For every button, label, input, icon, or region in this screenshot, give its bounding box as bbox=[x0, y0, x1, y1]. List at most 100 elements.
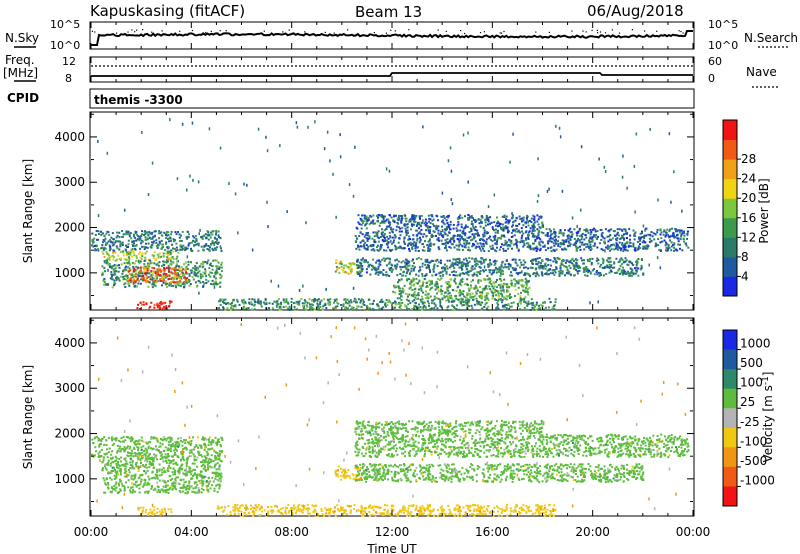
noise-cell bbox=[128, 260, 130, 264]
scatter-cell bbox=[372, 302, 374, 305]
scatter-cell bbox=[548, 240, 551, 242]
scatter-cell bbox=[513, 278, 516, 281]
scatter-cell bbox=[544, 306, 547, 309]
scatter-cell bbox=[460, 235, 463, 238]
scatter-cell bbox=[372, 299, 375, 302]
scatter-cell bbox=[520, 227, 523, 230]
scatter-cell bbox=[599, 242, 601, 245]
scatter-cell bbox=[676, 229, 679, 232]
scatter-cell bbox=[118, 439, 120, 442]
scatter-cell bbox=[143, 245, 146, 248]
scatter-cell bbox=[419, 225, 422, 228]
scatter-cell bbox=[490, 221, 493, 224]
scatter-cell bbox=[394, 244, 397, 247]
scatter-cell bbox=[100, 443, 102, 446]
scatter-cell bbox=[142, 301, 145, 303]
scatter-cell bbox=[551, 237, 554, 240]
scatter-cell bbox=[600, 229, 603, 231]
nsearch-point bbox=[582, 30, 584, 32]
scatter-cell bbox=[164, 446, 167, 449]
noise-cell bbox=[97, 139, 99, 143]
scatter-cell bbox=[375, 269, 378, 272]
scatter-cell bbox=[107, 263, 110, 266]
scatter-cell bbox=[306, 306, 309, 308]
scatter-cell bbox=[531, 247, 534, 250]
scatter-cell bbox=[457, 234, 459, 237]
scatter-cell bbox=[558, 258, 561, 261]
scatter-cell bbox=[271, 302, 274, 305]
scatter-cell bbox=[144, 230, 146, 233]
scatter-cell bbox=[350, 270, 353, 273]
scatter-cell bbox=[497, 298, 500, 301]
scatter-cell bbox=[219, 304, 222, 306]
scatter-cell bbox=[537, 261, 540, 263]
scatter-cell bbox=[608, 229, 611, 232]
scatter-cell bbox=[544, 272, 547, 275]
scatter-cell bbox=[131, 449, 133, 452]
scatter-cell bbox=[215, 231, 218, 234]
nsearch-point bbox=[225, 30, 227, 32]
scatter-cell bbox=[219, 273, 222, 276]
scatter-cell bbox=[178, 281, 181, 284]
scatter-cell bbox=[461, 237, 464, 240]
scatter-cell bbox=[570, 235, 573, 238]
scatter-cell bbox=[186, 267, 189, 270]
scatter-cell bbox=[628, 241, 631, 244]
scatter-cell bbox=[218, 450, 221, 453]
scatter-cell bbox=[596, 246, 599, 249]
noise-cell bbox=[296, 125, 299, 129]
nsearch-point bbox=[142, 29, 144, 31]
scatter-cell bbox=[144, 447, 147, 450]
scatter-cell bbox=[134, 248, 137, 251]
scatter-cell bbox=[609, 245, 612, 248]
scatter-cell bbox=[479, 296, 482, 299]
scatter-cell bbox=[93, 454, 96, 457]
scatter-cell bbox=[193, 272, 196, 274]
noise-cell bbox=[441, 191, 444, 195]
scatter-cell bbox=[508, 238, 511, 241]
scatter-cell bbox=[222, 307, 225, 310]
scatter-cell bbox=[145, 250, 148, 253]
scatter-cell bbox=[614, 234, 617, 237]
scatter-cell bbox=[130, 237, 133, 240]
scatter-cell bbox=[608, 271, 611, 274]
scatter-cell bbox=[561, 259, 563, 262]
nsearch-point bbox=[604, 32, 607, 34]
scatter-cell bbox=[167, 258, 170, 261]
scatter-cell bbox=[423, 301, 426, 304]
scatter-cell bbox=[202, 436, 204, 439]
scatter-cell bbox=[161, 443, 164, 446]
scatter-cell bbox=[606, 266, 609, 269]
scatter-cell bbox=[361, 233, 364, 236]
scatter-cell bbox=[162, 263, 165, 266]
scatter-cell bbox=[129, 279, 132, 282]
scatter-cell bbox=[542, 265, 545, 268]
scatter-cell bbox=[181, 453, 184, 456]
scatter-cell bbox=[429, 248, 432, 251]
scatter-cell bbox=[507, 266, 510, 268]
scatter-cell bbox=[504, 221, 507, 224]
scatter-cell bbox=[483, 306, 486, 308]
nsearch-point bbox=[219, 30, 221, 32]
scatter-cell bbox=[128, 267, 131, 270]
scatter-cell bbox=[405, 263, 408, 266]
scatter-cell bbox=[342, 266, 345, 269]
scatter-cell bbox=[421, 283, 424, 286]
scatter-cell bbox=[495, 250, 498, 253]
scatter-cell bbox=[500, 298, 502, 300]
scatter-cell bbox=[569, 231, 572, 234]
scatter-cell bbox=[478, 302, 481, 305]
scatter-cell bbox=[441, 266, 443, 269]
scatter-cell bbox=[218, 236, 220, 239]
scatter-cell bbox=[471, 296, 474, 299]
scatter-cell bbox=[441, 234, 443, 237]
scatter-cell bbox=[631, 264, 634, 266]
scatter-cell bbox=[371, 268, 374, 271]
scatter-cell bbox=[431, 286, 434, 289]
scatter-cell bbox=[177, 445, 180, 448]
scatter-cell bbox=[205, 438, 208, 441]
scatter-cell bbox=[495, 260, 498, 263]
scatter-cell bbox=[610, 270, 613, 273]
scatter-cell bbox=[105, 444, 108, 446]
scatter-cell bbox=[599, 274, 602, 276]
